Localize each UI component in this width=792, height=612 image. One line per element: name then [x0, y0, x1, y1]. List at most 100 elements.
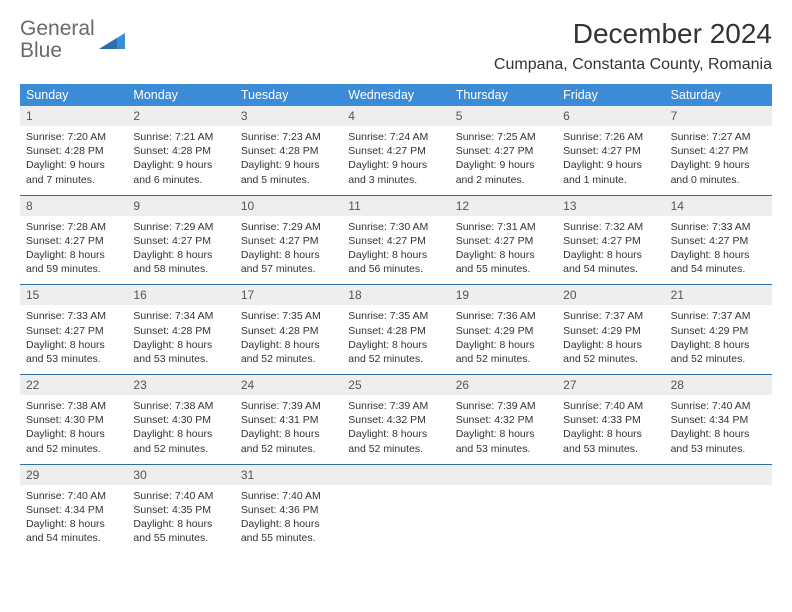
sunrise-text: Sunrise: 7:35 AM — [241, 309, 336, 323]
title-block: December 2024 Cumpana, Constanta County,… — [494, 18, 772, 74]
day-details: Sunrise: 7:28 AMSunset: 4:27 PMDaylight:… — [20, 216, 127, 277]
day-cell: Sunrise: 7:40 AMSunset: 4:34 PMDaylight:… — [665, 395, 772, 464]
brand-word1: General — [20, 17, 95, 40]
sunrise-text: Sunrise: 7:38 AM — [133, 399, 228, 413]
daylight-text-1: Daylight: 8 hours — [563, 427, 658, 441]
sunrise-text: Sunrise: 7:33 AM — [26, 309, 121, 323]
daynum-row: 891011121314 — [20, 196, 772, 216]
logo-triangle-icon — [99, 27, 125, 54]
sunrise-text: Sunrise: 7:39 AM — [456, 399, 551, 413]
sunset-text: Sunset: 4:27 PM — [456, 234, 551, 248]
day-number: 8 — [20, 196, 127, 216]
day-number: 12 — [450, 196, 557, 216]
day-cell: Sunrise: 7:34 AMSunset: 4:28 PMDaylight:… — [127, 305, 234, 374]
month-title: December 2024 — [494, 18, 772, 50]
sunrise-text: Sunrise: 7:40 AM — [563, 399, 658, 413]
day-cell — [665, 485, 772, 554]
week-row: Sunrise: 7:40 AMSunset: 4:34 PMDaylight:… — [20, 485, 772, 554]
weekday-header: Friday — [557, 84, 664, 106]
day-cell: Sunrise: 7:33 AMSunset: 4:27 PMDaylight:… — [20, 305, 127, 374]
daylight-text-2: and 52 minutes. — [133, 442, 228, 456]
day-details: Sunrise: 7:20 AMSunset: 4:28 PMDaylight:… — [20, 126, 127, 187]
day-cell: Sunrise: 7:39 AMSunset: 4:32 PMDaylight:… — [450, 395, 557, 464]
sunset-text: Sunset: 4:28 PM — [241, 324, 336, 338]
sunset-text: Sunset: 4:35 PM — [133, 503, 228, 517]
weekday-header: Thursday — [450, 84, 557, 106]
day-cell: Sunrise: 7:37 AMSunset: 4:29 PMDaylight:… — [557, 305, 664, 374]
daylight-text-2: and 52 minutes. — [456, 352, 551, 366]
daylight-text-2: and 52 minutes. — [26, 442, 121, 456]
day-number: 14 — [665, 196, 772, 216]
daylight-text-1: Daylight: 8 hours — [671, 248, 766, 262]
day-details: Sunrise: 7:36 AMSunset: 4:29 PMDaylight:… — [450, 305, 557, 366]
daylight-text-1: Daylight: 8 hours — [26, 427, 121, 441]
daylight-text-2: and 6 minutes. — [133, 173, 228, 187]
daynum-row: 15161718192021 — [20, 285, 772, 305]
day-details: Sunrise: 7:29 AMSunset: 4:27 PMDaylight:… — [235, 216, 342, 277]
daylight-text-2: and 5 minutes. — [241, 173, 336, 187]
sunset-text: Sunset: 4:30 PM — [26, 413, 121, 427]
sunrise-text: Sunrise: 7:38 AM — [26, 399, 121, 413]
day-details: Sunrise: 7:26 AMSunset: 4:27 PMDaylight:… — [557, 126, 664, 187]
day-cell: Sunrise: 7:35 AMSunset: 4:28 PMDaylight:… — [342, 305, 449, 374]
logo-text: General Blue — [20, 18, 95, 62]
day-number: 26 — [450, 375, 557, 395]
daylight-text-1: Daylight: 8 hours — [671, 427, 766, 441]
day-details: Sunrise: 7:38 AMSunset: 4:30 PMDaylight:… — [20, 395, 127, 456]
day-number: 9 — [127, 196, 234, 216]
sunrise-text: Sunrise: 7:40 AM — [671, 399, 766, 413]
brand-word2: Blue — [20, 39, 62, 62]
daylight-text-1: Daylight: 8 hours — [348, 338, 443, 352]
day-details: Sunrise: 7:25 AMSunset: 4:27 PMDaylight:… — [450, 126, 557, 187]
day-number: 24 — [235, 375, 342, 395]
day-details: Sunrise: 7:24 AMSunset: 4:27 PMDaylight:… — [342, 126, 449, 187]
day-number: 21 — [665, 285, 772, 305]
day-details: Sunrise: 7:39 AMSunset: 4:32 PMDaylight:… — [342, 395, 449, 456]
daylight-text-2: and 52 minutes. — [671, 352, 766, 366]
sunset-text: Sunset: 4:28 PM — [133, 144, 228, 158]
day-details: Sunrise: 7:40 AMSunset: 4:36 PMDaylight:… — [235, 485, 342, 546]
daynum-row: 1234567 — [20, 106, 772, 126]
sunrise-text: Sunrise: 7:26 AM — [563, 130, 658, 144]
day-cell — [557, 485, 664, 554]
daynum-row: 22232425262728 — [20, 375, 772, 395]
day-cell: Sunrise: 7:24 AMSunset: 4:27 PMDaylight:… — [342, 126, 449, 195]
brand-logo: General Blue — [20, 18, 125, 62]
weekday-header: Monday — [127, 84, 234, 106]
daylight-text-1: Daylight: 8 hours — [241, 248, 336, 262]
daylight-text-2: and 58 minutes. — [133, 262, 228, 276]
daylight-text-1: Daylight: 8 hours — [241, 517, 336, 531]
day-details: Sunrise: 7:40 AMSunset: 4:34 PMDaylight:… — [665, 395, 772, 456]
day-cell: Sunrise: 7:37 AMSunset: 4:29 PMDaylight:… — [665, 305, 772, 374]
sunset-text: Sunset: 4:27 PM — [563, 234, 658, 248]
sunrise-text: Sunrise: 7:37 AM — [671, 309, 766, 323]
day-number: 18 — [342, 285, 449, 305]
day-cell: Sunrise: 7:40 AMSunset: 4:35 PMDaylight:… — [127, 485, 234, 554]
day-cell: Sunrise: 7:27 AMSunset: 4:27 PMDaylight:… — [665, 126, 772, 195]
daylight-text-2: and 2 minutes. — [456, 173, 551, 187]
daylight-text-2: and 53 minutes. — [671, 442, 766, 456]
sunrise-text: Sunrise: 7:27 AM — [671, 130, 766, 144]
weekday-header: Wednesday — [342, 84, 449, 106]
day-number: 2 — [127, 106, 234, 126]
day-cell: Sunrise: 7:30 AMSunset: 4:27 PMDaylight:… — [342, 216, 449, 285]
sunset-text: Sunset: 4:34 PM — [671, 413, 766, 427]
daylight-text-1: Daylight: 8 hours — [133, 517, 228, 531]
sunset-text: Sunset: 4:33 PM — [563, 413, 658, 427]
sunrise-text: Sunrise: 7:31 AM — [456, 220, 551, 234]
day-number: 29 — [20, 465, 127, 485]
weekday-header: Saturday — [665, 84, 772, 106]
day-number: 3 — [235, 106, 342, 126]
daylight-text-2: and 53 minutes. — [133, 352, 228, 366]
day-cell: Sunrise: 7:39 AMSunset: 4:31 PMDaylight:… — [235, 395, 342, 464]
daylight-text-2: and 55 minutes. — [241, 531, 336, 545]
week-row: Sunrise: 7:33 AMSunset: 4:27 PMDaylight:… — [20, 305, 772, 375]
sunrise-text: Sunrise: 7:29 AM — [133, 220, 228, 234]
day-details: Sunrise: 7:33 AMSunset: 4:27 PMDaylight:… — [665, 216, 772, 277]
day-details: Sunrise: 7:27 AMSunset: 4:27 PMDaylight:… — [665, 126, 772, 187]
sunrise-text: Sunrise: 7:25 AM — [456, 130, 551, 144]
day-number: 5 — [450, 106, 557, 126]
day-number: 20 — [557, 285, 664, 305]
sunset-text: Sunset: 4:28 PM — [348, 324, 443, 338]
day-details: Sunrise: 7:35 AMSunset: 4:28 PMDaylight:… — [235, 305, 342, 366]
